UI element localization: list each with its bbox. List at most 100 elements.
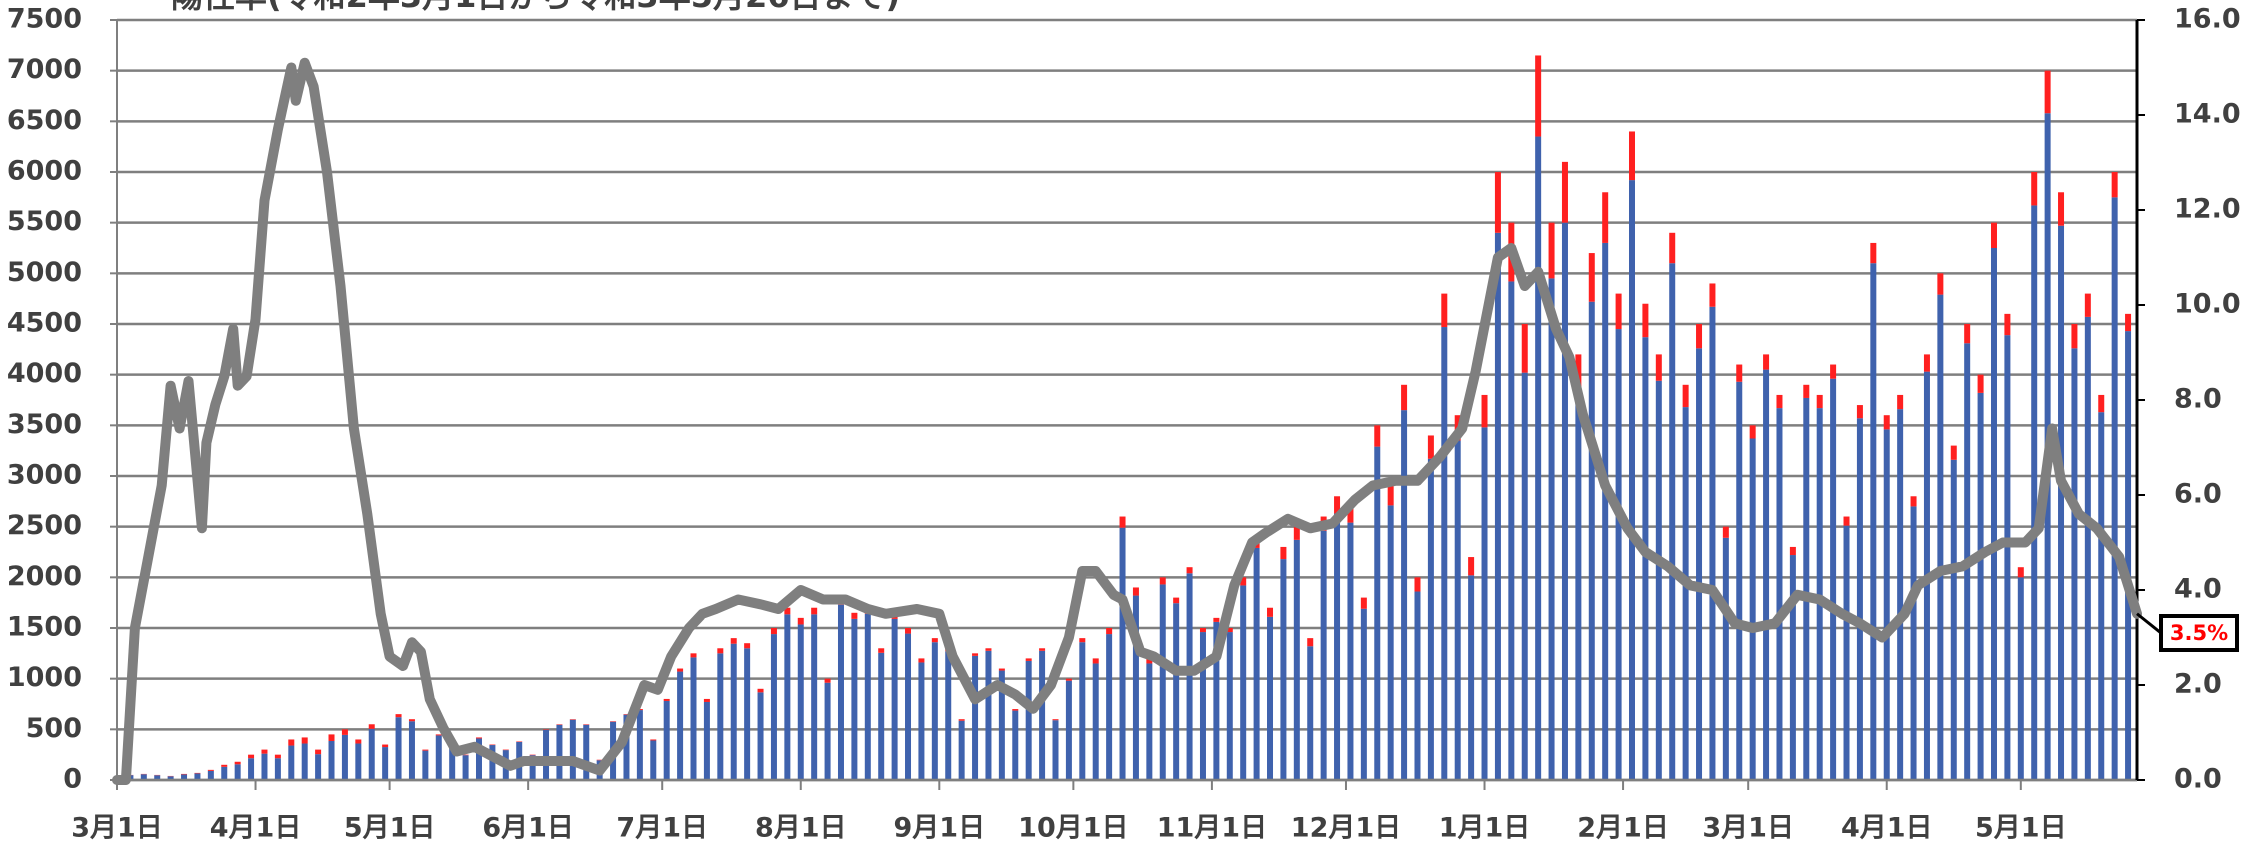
bar-segment: [2071, 324, 2078, 349]
bar-segment: [1092, 658, 1099, 664]
bar-segment: [1682, 407, 1689, 780]
bar-segment: [556, 724, 563, 725]
bar-segment: [261, 749, 268, 754]
bar-segment: [1870, 242, 1877, 264]
bar-segment: [1535, 136, 1542, 781]
bar-segment: [1025, 660, 1032, 780]
bar-segment: [1427, 458, 1434, 780]
bar-segment: [1856, 418, 1863, 780]
bar-segment: [931, 638, 938, 643]
bar-segment: [1025, 658, 1032, 661]
bar-segment: [931, 642, 938, 780]
bar-segment: [650, 740, 657, 780]
bar-segment: [583, 724, 590, 725]
bar-segment: [837, 604, 844, 780]
bar-segment: [1655, 354, 1662, 381]
bar-segment: [516, 741, 523, 742]
bar-segment: [1159, 584, 1166, 780]
bar-segment: [1280, 559, 1287, 780]
bar-segment: [288, 739, 295, 746]
x-tick-label: 5月1日: [1975, 813, 2067, 844]
bar-segment: [1789, 555, 1796, 780]
bar-segment: [1334, 513, 1341, 780]
y-tick-label: 0: [63, 764, 82, 795]
bar-segment: [1213, 621, 1220, 780]
bar-segment: [717, 648, 724, 654]
bar-segment: [677, 671, 684, 780]
bar-segment: [757, 692, 764, 780]
bar-segment: [207, 770, 214, 780]
x-tick-label: 4月1日: [210, 813, 302, 844]
bar-segment: [1950, 445, 1957, 460]
bar-segment: [1307, 638, 1314, 647]
bar-segment: [1199, 628, 1206, 633]
bar-segment: [355, 743, 362, 780]
bar-segment: [234, 764, 241, 780]
bar-segment: [221, 766, 228, 780]
bar-segment: [1655, 380, 1662, 780]
bar-segment: [435, 734, 442, 736]
bar-segment: [1334, 496, 1341, 514]
bar-segment: [2125, 331, 2132, 780]
bar-segment: [368, 724, 375, 729]
bar-segment: [1414, 577, 1421, 592]
bar-segment: [1065, 680, 1072, 780]
bar-segment: [744, 648, 751, 780]
y2-tick-label: 8.0: [2174, 384, 2222, 415]
bar-segment: [194, 773, 201, 780]
bar-segment: [248, 758, 255, 780]
bar-segment: [221, 764, 228, 767]
bar-segment: [918, 658, 925, 663]
bar-segment: [288, 745, 295, 780]
y-tick-label: 5000: [7, 257, 82, 288]
bar-segment: [154, 775, 161, 780]
bar-segment: [1481, 427, 1488, 780]
bar-segment: [1977, 392, 1984, 780]
bar-segment: [1816, 394, 1823, 409]
bar-segment: [462, 754, 469, 756]
bar-segment: [1119, 516, 1126, 528]
bar-segment: [717, 653, 724, 780]
bar-segment: [1240, 577, 1247, 586]
bar-segment: [958, 719, 965, 721]
bar-segment: [181, 774, 188, 780]
bar-segment: [610, 721, 617, 722]
bar-segment: [395, 714, 402, 718]
bar-segment: [770, 634, 777, 780]
bar-segment: [744, 643, 751, 649]
bar-segment: [905, 633, 912, 780]
bar-segment: [529, 754, 536, 756]
bar-segment: [1736, 381, 1743, 780]
bar-segment: [1763, 354, 1770, 370]
bar-segment: [408, 719, 415, 722]
bar-segment: [1990, 222, 1997, 248]
bar-segment: [703, 698, 710, 702]
bar-segment: [1360, 597, 1367, 609]
bar-segment: [1039, 650, 1046, 780]
bar-segment: [543, 729, 550, 780]
x-tick-label: 6月1日: [482, 813, 574, 844]
bar-segment: [636, 710, 643, 780]
bar-segment: [1736, 364, 1743, 382]
bar-segment: [2111, 172, 2118, 198]
bar-segment: [1615, 329, 1622, 780]
bar-segment: [2111, 197, 2118, 781]
y-tick-label: 6500: [7, 105, 82, 136]
bar-segment: [972, 653, 979, 656]
bar-segment: [1843, 525, 1850, 780]
bar-segment: [878, 648, 885, 653]
bar-segment: [1226, 628, 1233, 633]
y-tick-label: 4000: [7, 358, 82, 389]
bar-segment: [1240, 585, 1247, 780]
bar-segment: [2098, 412, 2105, 780]
bar-segment: [770, 628, 777, 635]
bar-segment: [194, 772, 201, 774]
bar-segment: [1910, 506, 1917, 780]
bar-segment: [1803, 384, 1810, 398]
bar-segment: [328, 734, 335, 741]
x-tick-label: 3月1日: [71, 813, 163, 844]
x-tick-label: 1月1日: [1439, 813, 1531, 844]
bar-segment: [1159, 577, 1166, 585]
y-tick-label: 7000: [7, 54, 82, 85]
